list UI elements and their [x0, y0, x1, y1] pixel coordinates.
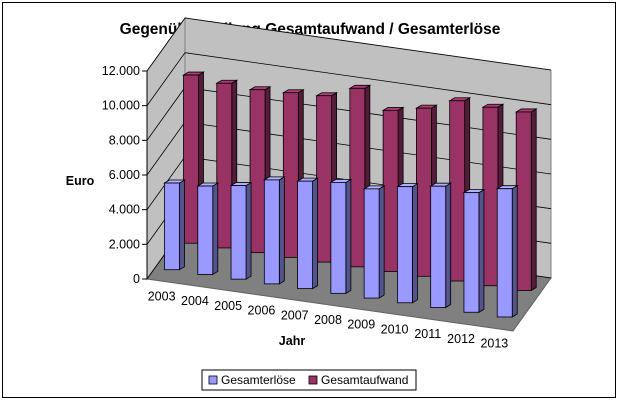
bar-gesamterloese [395, 182, 419, 304]
bar-side [345, 178, 352, 295]
bar-front [164, 182, 180, 271]
bar-gesamterloese [495, 185, 519, 318]
bar-front [349, 87, 366, 268]
bar-front [263, 179, 280, 285]
bar-gesamterloese [429, 182, 453, 309]
legend-swatch [308, 375, 318, 385]
bar-front [496, 188, 513, 318]
legend: Gesamterlöse Gesamtaufwand [201, 369, 417, 391]
x-tick-label: 2005 [214, 299, 242, 313]
bar-front [197, 185, 214, 275]
y-tick-label: 8.000 [109, 133, 140, 147]
gridline [146, 17, 552, 72]
bar-front [183, 74, 199, 244]
gridline [146, 52, 552, 106]
x-tick-label: 2006 [248, 304, 276, 318]
bar-front [515, 111, 532, 291]
bar-front [316, 95, 332, 263]
bar-gesamterloese [163, 179, 186, 271]
bar-side [278, 176, 285, 285]
bar-front [330, 182, 347, 294]
bar-front [397, 186, 413, 304]
y-axis-ticks: 0 2.000 4.000 6.000 8.000 10.000 12.000 [102, 64, 148, 286]
bar-front [216, 82, 233, 249]
bar-front [382, 109, 399, 272]
bar-front [416, 107, 432, 277]
bar-side [312, 177, 318, 290]
x-tick-label: 2012 [447, 332, 475, 346]
y-tick-label: 2.000 [109, 237, 140, 251]
bar-side [511, 185, 518, 318]
y-tick-label: 12.000 [102, 64, 140, 78]
bar-front [482, 106, 499, 287]
x-axis-ticks: 2003 2004 2005 2006 2007 2008 2009 2010 2011 2012… [148, 289, 509, 350]
x-tick-label: 2013 [480, 337, 508, 351]
x-tick-label: 2009 [347, 318, 375, 332]
bar-front [430, 185, 447, 308]
bar-front [230, 185, 247, 280]
bar-side [245, 181, 252, 280]
bar-side [179, 179, 185, 271]
x-tick-label: 2004 [181, 294, 209, 308]
bar-front [282, 92, 299, 258]
bar-front [249, 89, 266, 254]
y-axis-label: Euro [66, 174, 95, 188]
bar-gesamterloese [196, 182, 220, 276]
bar-front [297, 180, 313, 290]
bar-gesamterloese [362, 185, 386, 299]
y-tick-label: 4.000 [109, 203, 140, 217]
x-tick-label: 2008 [314, 313, 342, 327]
bar-side [530, 108, 537, 292]
x-tick-label: 2007 [281, 308, 309, 322]
bars [163, 71, 538, 318]
bar-front [449, 100, 466, 282]
x-axis-label: Jahr [279, 334, 306, 348]
bar-side [478, 188, 485, 313]
x-tick-label: 2011 [414, 327, 441, 341]
bar-side [412, 182, 418, 304]
y-tick-label: 6.000 [109, 168, 140, 182]
bar-gesamterloese [296, 177, 320, 290]
y-tick-label: 0 [133, 272, 140, 286]
legend-swatch [208, 375, 218, 385]
y-tick-label: 10.000 [102, 99, 140, 113]
x-tick-label: 2010 [381, 322, 409, 336]
bar-gesamterloese [229, 181, 253, 280]
bar-side [445, 182, 452, 309]
legend-label: Gesamtaufwand [321, 373, 408, 387]
bar-front [463, 192, 480, 313]
bar-side [378, 185, 385, 299]
legend-label: Gesamterlöse [221, 373, 296, 387]
bar-gesamterloese [262, 176, 286, 285]
bar-front [363, 188, 380, 299]
x-tick-label: 2003 [148, 289, 176, 303]
bar-gesamterloese [329, 178, 353, 295]
bar-gesamtaufwand [514, 108, 538, 292]
bar-side [212, 182, 219, 276]
bar-gesamterloese [462, 188, 486, 313]
